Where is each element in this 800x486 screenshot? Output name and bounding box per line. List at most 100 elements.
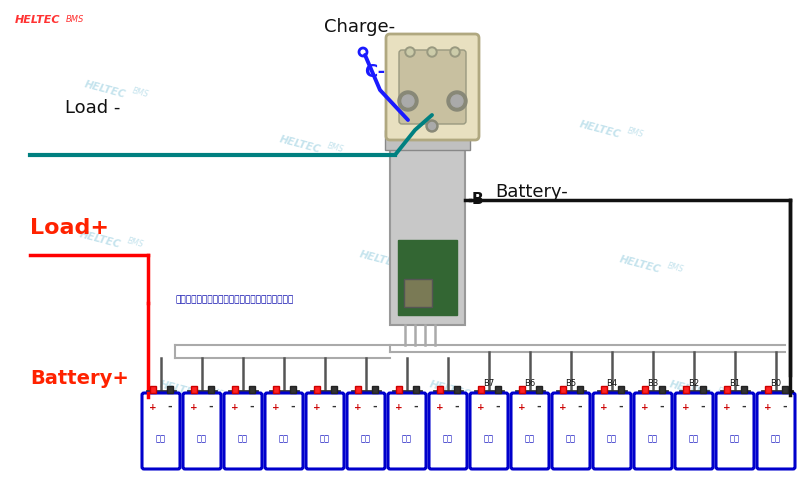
Bar bbox=[290, 386, 296, 393]
Text: 电芯: 电芯 bbox=[607, 434, 617, 444]
Text: -: - bbox=[414, 402, 418, 412]
Circle shape bbox=[450, 47, 460, 57]
Text: 电芯: 电芯 bbox=[443, 434, 453, 444]
Bar bbox=[495, 386, 501, 393]
FancyBboxPatch shape bbox=[386, 34, 479, 140]
Text: BMS: BMS bbox=[326, 141, 346, 155]
Text: 电芯: 电芯 bbox=[730, 434, 740, 444]
Text: B0: B0 bbox=[770, 379, 782, 387]
Bar bbox=[659, 386, 665, 393]
Text: HELTEC: HELTEC bbox=[278, 135, 322, 156]
Bar bbox=[398, 240, 457, 315]
Text: +: + bbox=[395, 402, 403, 412]
Text: 电芯: 电芯 bbox=[156, 434, 166, 444]
Text: 电芯: 电芯 bbox=[320, 434, 330, 444]
Text: +: + bbox=[354, 402, 362, 412]
Text: +: + bbox=[600, 402, 608, 412]
Text: HELTEC: HELTEC bbox=[578, 120, 622, 140]
Text: BMS: BMS bbox=[717, 386, 735, 399]
Text: HELTEC: HELTEC bbox=[428, 380, 472, 400]
Bar bbox=[385, 130, 470, 150]
Bar bbox=[396, 386, 402, 393]
Text: 电芯: 电芯 bbox=[361, 434, 371, 444]
FancyBboxPatch shape bbox=[757, 393, 795, 469]
Bar bbox=[519, 386, 525, 393]
Circle shape bbox=[451, 95, 463, 107]
Circle shape bbox=[429, 49, 435, 55]
FancyBboxPatch shape bbox=[470, 393, 508, 469]
Bar bbox=[560, 386, 566, 393]
Text: B4: B4 bbox=[606, 379, 618, 387]
Text: 电芯: 电芯 bbox=[197, 434, 207, 444]
Text: +: + bbox=[477, 402, 485, 412]
Text: P-: P- bbox=[406, 63, 424, 77]
Text: HELTEC: HELTEC bbox=[15, 15, 61, 25]
Text: -: - bbox=[660, 402, 664, 412]
Text: +: + bbox=[272, 402, 280, 412]
Text: B7: B7 bbox=[483, 379, 494, 387]
Text: 电芯: 电芯 bbox=[238, 434, 248, 444]
Text: +: + bbox=[518, 402, 526, 412]
Bar bbox=[273, 386, 279, 393]
Text: -: - bbox=[332, 402, 336, 412]
Text: B2: B2 bbox=[689, 379, 699, 387]
Bar bbox=[700, 386, 706, 393]
Text: -: - bbox=[701, 402, 706, 412]
Bar bbox=[372, 386, 378, 393]
FancyBboxPatch shape bbox=[675, 393, 713, 469]
Bar bbox=[782, 386, 788, 393]
Circle shape bbox=[407, 49, 413, 55]
FancyBboxPatch shape bbox=[399, 50, 466, 124]
FancyBboxPatch shape bbox=[429, 393, 467, 469]
FancyBboxPatch shape bbox=[347, 393, 385, 469]
Text: +: + bbox=[559, 402, 567, 412]
Text: +: + bbox=[682, 402, 690, 412]
FancyBboxPatch shape bbox=[388, 393, 426, 469]
Bar bbox=[314, 386, 320, 393]
Text: -: - bbox=[618, 402, 623, 412]
Bar bbox=[355, 386, 361, 393]
Bar bbox=[437, 386, 443, 393]
Text: -: - bbox=[209, 402, 214, 412]
Text: +: + bbox=[190, 402, 198, 412]
FancyBboxPatch shape bbox=[593, 393, 631, 469]
Circle shape bbox=[452, 49, 458, 55]
Bar bbox=[601, 386, 607, 393]
Bar bbox=[191, 386, 197, 393]
Text: +: + bbox=[149, 402, 157, 412]
Text: Load -: Load - bbox=[65, 99, 120, 117]
Bar bbox=[765, 386, 771, 393]
Bar bbox=[741, 386, 747, 393]
Circle shape bbox=[429, 122, 435, 129]
Text: +: + bbox=[764, 402, 772, 412]
Text: +: + bbox=[231, 402, 239, 412]
Text: Charge-: Charge- bbox=[325, 18, 395, 36]
Text: +: + bbox=[641, 402, 649, 412]
Text: 电芯: 电芯 bbox=[402, 434, 412, 444]
Text: -: - bbox=[578, 402, 582, 412]
Text: -: - bbox=[290, 402, 295, 412]
Text: HELTEC: HELTEC bbox=[78, 230, 122, 250]
Text: BMS: BMS bbox=[126, 237, 146, 249]
Text: B6: B6 bbox=[524, 379, 536, 387]
FancyBboxPatch shape bbox=[552, 393, 590, 469]
Text: BMS: BMS bbox=[406, 257, 426, 270]
Circle shape bbox=[402, 95, 414, 107]
Text: C-: C- bbox=[365, 63, 386, 81]
Text: HELTEC: HELTEC bbox=[618, 255, 662, 276]
Bar bbox=[618, 386, 624, 393]
FancyBboxPatch shape bbox=[716, 393, 754, 469]
Text: HELTEC: HELTEC bbox=[158, 380, 202, 400]
Text: 电芯: 电芯 bbox=[689, 434, 699, 444]
Bar bbox=[208, 386, 214, 393]
Text: BMS: BMS bbox=[477, 386, 495, 399]
Bar bbox=[642, 386, 648, 393]
Text: B1: B1 bbox=[730, 379, 741, 387]
Text: BMS: BMS bbox=[206, 386, 226, 399]
Bar bbox=[683, 386, 689, 393]
Text: HELTEC: HELTEC bbox=[358, 250, 402, 270]
Bar bbox=[404, 279, 432, 307]
Text: B5: B5 bbox=[566, 379, 577, 387]
Text: HELTEC: HELTEC bbox=[83, 80, 127, 100]
Text: Battery+: Battery+ bbox=[30, 368, 129, 387]
